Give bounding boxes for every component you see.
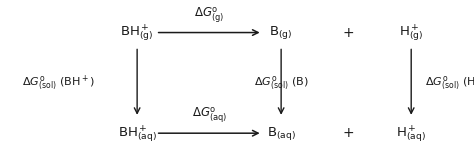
Text: $\Delta G^\mathrm{o}_{\mathregular{(aq)}}$: $\Delta G^\mathrm{o}_{\mathregular{(aq)}… [191, 106, 227, 125]
Text: $\Delta G^\mathrm{o}_{\mathregular{(sol)}}$ (H$^+$): $\Delta G^\mathrm{o}_{\mathregular{(sol)… [425, 73, 474, 92]
Text: B$_{\mathregular{(g)}}$: B$_{\mathregular{(g)}}$ [269, 24, 293, 41]
Text: $\Delta G^\mathrm{o}_{\mathregular{(sol)}}$ (BH$^+$): $\Delta G^\mathrm{o}_{\mathregular{(sol)… [22, 73, 95, 92]
Text: BH$^+_{\mathregular{(g)}}$: BH$^+_{\mathregular{(g)}}$ [120, 22, 154, 43]
Text: $\Delta G^\mathrm{o}_{\mathregular{(g)}}$: $\Delta G^\mathrm{o}_{\mathregular{(g)}}… [194, 6, 224, 25]
Text: +: + [343, 26, 354, 40]
Text: H$^+_{\mathregular{(aq)}}$: H$^+_{\mathregular{(aq)}}$ [396, 123, 426, 144]
Text: B$_{\mathregular{(aq)}}$: B$_{\mathregular{(aq)}}$ [266, 125, 296, 142]
Text: H$^+_{\mathregular{(g)}}$: H$^+_{\mathregular{(g)}}$ [399, 22, 423, 43]
Text: BH$^+_{\mathregular{(aq)}}$: BH$^+_{\mathregular{(aq)}}$ [118, 123, 157, 144]
Text: +: + [343, 126, 354, 140]
Text: $\Delta G^\mathrm{o}_{\mathregular{(sol)}}$ (B): $\Delta G^\mathrm{o}_{\mathregular{(sol)… [254, 74, 309, 92]
